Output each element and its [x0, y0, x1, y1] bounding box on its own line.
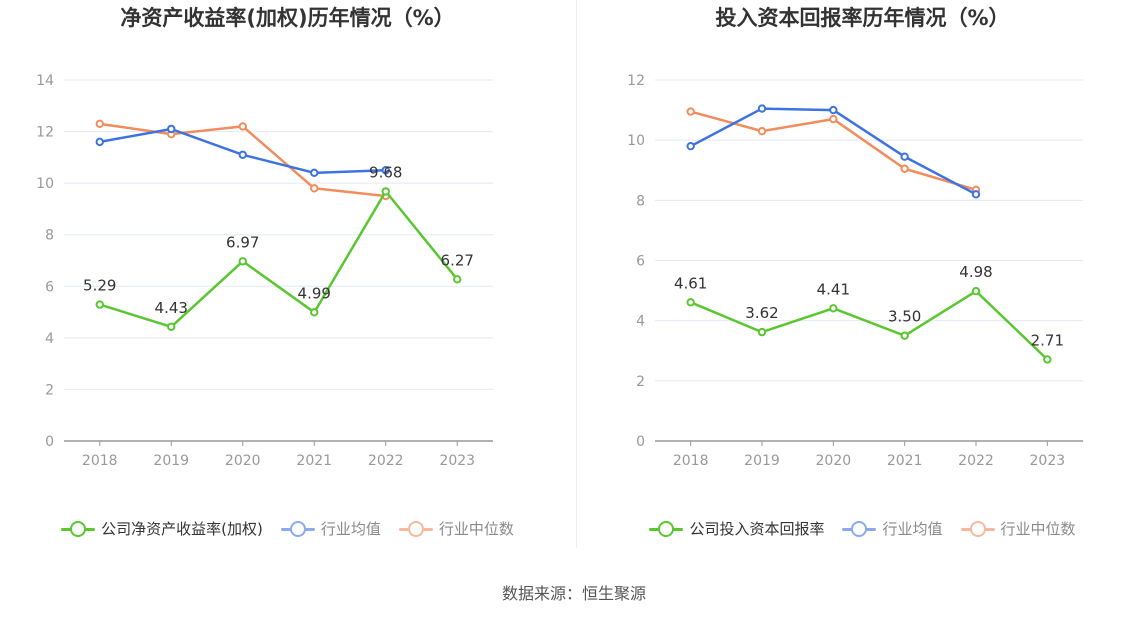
- x-tick-label: 2023: [439, 453, 475, 469]
- chart-title: 净资产收益率(加权)历年情况（%）: [120, 6, 455, 30]
- chart-legend: 公司净资产收益率(加权) 行业均值 行业中位数: [0, 518, 575, 539]
- y-tick-label: 6: [45, 279, 54, 295]
- legend-line-marker-icon: [649, 520, 684, 538]
- data-point-company: [1043, 355, 1052, 364]
- y-tick-label: 2: [636, 374, 645, 390]
- data-label: 4.41: [817, 280, 850, 298]
- roic-chart-panel: 投入资本回报率历年情况（%） 0 2 4 6 8 10 12 2018 2019 2020 2021…: [577, 0, 1148, 560]
- series-line-company: [99, 190, 459, 329]
- data-point-industry_avg: [95, 137, 104, 147]
- roe-chart-panel: 净资产收益率(加权)历年情况（%） 0 2 4 6 8 10 12 14 2018 2019 202…: [0, 0, 575, 560]
- y-tick-label: 0: [45, 434, 54, 450]
- x-tick-label: 2022: [958, 453, 994, 469]
- panel-divider: [576, 0, 577, 548]
- legend-line-marker-icon: [280, 520, 315, 538]
- data-label: 4.61: [674, 274, 707, 292]
- y-tick-label: 8: [636, 193, 645, 209]
- data-point-company: [167, 322, 176, 331]
- x-tick-label: 2022: [368, 453, 404, 469]
- data-point-company: [971, 286, 981, 296]
- y-tick-label: 12: [627, 73, 645, 89]
- data-point-industry_avg: [757, 104, 767, 113]
- data-point-industry_avg: [686, 141, 695, 151]
- data-point-industry_median: [238, 122, 247, 131]
- data-point-industry_median: [686, 107, 695, 116]
- x-tick-label: 2021: [887, 453, 923, 469]
- roic-chart-svg: 0 2 4 6 8 10 12 2018 2019 2020 2021 2022 2023 4.61 3.6…: [627, 73, 1083, 469]
- legend-item-industry-median[interactable]: 行业中位数: [398, 518, 514, 539]
- data-point-company: [829, 304, 838, 313]
- data-point-industry_avg: [971, 190, 981, 199]
- x-tick-label: 2019: [744, 453, 780, 469]
- data-label: 6.97: [226, 233, 259, 251]
- data-point-industry_avg: [381, 166, 390, 175]
- legend-item-industry-avg[interactable]: 行业均值: [280, 518, 381, 539]
- y-tick-label: 10: [36, 176, 54, 192]
- data-label: 5.29: [83, 277, 116, 295]
- y-tick-label: 0: [636, 434, 645, 450]
- y-tick-label: 4: [45, 331, 54, 347]
- y-tick-label: 8: [45, 228, 54, 244]
- legend-line-marker-icon: [960, 520, 995, 538]
- data-point-company: [95, 300, 104, 309]
- data-point-industry_median: [829, 114, 838, 124]
- y-tick-label: 6: [636, 254, 645, 270]
- y-tick-label: 10: [627, 133, 645, 149]
- data-label: 2.71: [1031, 331, 1064, 349]
- data-point-industry_avg: [829, 105, 838, 115]
- chart-legend: 公司投入资本回报率 行业均值 行业中位数: [577, 518, 1148, 539]
- x-tick-label: 2020: [816, 453, 852, 469]
- data-point-company: [757, 327, 767, 337]
- x-tick-label: 2021: [296, 453, 332, 469]
- data-label: 4.98: [959, 263, 992, 281]
- x-tick-label: 2018: [82, 453, 118, 469]
- data-label: 3.62: [745, 304, 778, 322]
- legend-item-industry-median[interactable]: 行业中位数: [960, 518, 1076, 539]
- data-point-company: [381, 187, 390, 196]
- legend-item-company[interactable]: 公司净资产收益率(加权): [61, 518, 263, 539]
- data-point-industry_avg: [238, 150, 247, 159]
- legend-line-marker-icon: [61, 520, 96, 538]
- y-tick-label: 14: [36, 73, 54, 89]
- data-label: 6.27: [441, 251, 474, 269]
- x-tick-label: 2019: [153, 453, 189, 469]
- legend-line-marker-icon: [842, 520, 877, 538]
- data-point-industry_median: [95, 119, 104, 129]
- data-point-industry_median: [310, 184, 319, 193]
- legend-line-marker-icon: [398, 520, 433, 538]
- data-label: 9.68: [369, 163, 402, 181]
- x-tick-label: 2023: [1030, 453, 1066, 469]
- legend-label: 行业均值: [320, 520, 381, 538]
- data-point-company: [900, 331, 909, 340]
- data-point-industry_avg: [167, 124, 176, 134]
- data-point-company: [238, 257, 247, 266]
- data-point-industry_median: [757, 126, 767, 136]
- legend-item-company[interactable]: 公司投入资本回报率: [649, 518, 824, 539]
- series-line-company: [690, 289, 1049, 361]
- data-point-company: [453, 275, 462, 284]
- data-point-industry_median: [900, 164, 909, 173]
- chart-title: 投入资本回报率历年情况（%）: [715, 6, 1010, 30]
- y-tick-label: 12: [36, 125, 54, 141]
- data-label: 4.99: [298, 284, 331, 302]
- data-label: 3.50: [888, 308, 921, 326]
- legend-label: 公司投入资本回报率: [689, 520, 825, 538]
- legend-label: 行业中位数: [1000, 520, 1076, 538]
- y-tick-label: 2: [45, 382, 54, 398]
- data-point-industry_avg: [900, 152, 909, 161]
- legend-label: 行业中位数: [438, 520, 514, 538]
- data-label: 4.43: [155, 299, 188, 317]
- y-tick-label: 4: [636, 314, 645, 330]
- data-source-note: 数据来源：恒生聚源: [501, 584, 646, 603]
- roe-chart-svg: 0 2 4 6 8 10 12 14 2018 2019 2020 2021 2022 2023 5.29 4…: [36, 73, 493, 469]
- data-point-company: [686, 298, 695, 307]
- legend-label: 行业均值: [882, 520, 943, 538]
- legend-label: 公司净资产收益率(加权): [101, 520, 263, 538]
- data-point-company: [310, 308, 319, 317]
- legend-item-industry-avg[interactable]: 行业均值: [842, 518, 943, 539]
- x-tick-label: 2020: [225, 453, 261, 469]
- data-point-industry_avg: [310, 168, 319, 178]
- x-tick-label: 2018: [673, 453, 709, 469]
